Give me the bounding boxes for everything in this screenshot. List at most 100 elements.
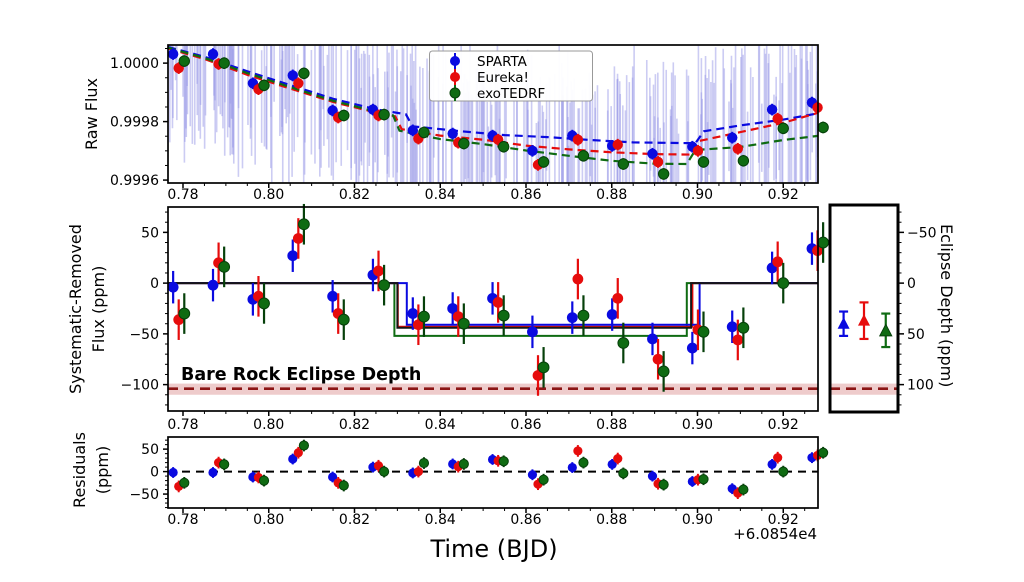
eureka!-point xyxy=(572,134,584,145)
axis-ticks: 0.78 0.80 0.82 0.84 0.86 0.88 0.90 0.92 0.78 0.80… xyxy=(110,48,937,528)
eureka!-point xyxy=(412,319,424,331)
exotedrf-point xyxy=(179,477,190,488)
sparta-point xyxy=(287,250,299,262)
exotedrf-point xyxy=(337,313,350,326)
sparta-point xyxy=(288,454,298,464)
legend: SPARTA Eureka! exoTEDRF xyxy=(429,50,593,102)
x-tick-label: 0.90 xyxy=(682,187,713,203)
sparta-point xyxy=(647,148,658,159)
middle-panel-border xyxy=(167,206,819,412)
y-tick-label: 50 xyxy=(141,442,159,458)
ylabel-sysrem-line1: Systematic-Removed xyxy=(66,224,85,394)
y-tick-label: 0 xyxy=(150,276,159,292)
eureka!-point xyxy=(573,446,583,456)
exotedrf-point xyxy=(178,307,191,320)
exotedrf-point xyxy=(658,479,669,490)
eureka!-point xyxy=(732,143,744,154)
exotedrf-point xyxy=(418,457,430,469)
y-tick-label: 50 xyxy=(141,225,159,241)
sparta-point xyxy=(607,459,617,470)
sparta-point xyxy=(647,471,658,481)
x-tick-label: 0.78 xyxy=(167,512,198,528)
exotedrf-point xyxy=(777,277,790,290)
exotedrf-point xyxy=(577,309,590,322)
exotedrf-point xyxy=(457,317,470,330)
exotedrf-point xyxy=(738,484,749,495)
y-tick-label: −50 xyxy=(129,487,159,503)
eureka!-point xyxy=(772,256,784,268)
exotedrf-point xyxy=(218,57,230,69)
xlabel-time-bjd: Time (BJD) xyxy=(429,535,557,563)
x-tick-label: 0.90 xyxy=(682,417,713,433)
y-tick-label: −50 xyxy=(129,327,159,343)
eureka!-point xyxy=(293,448,303,458)
eclipse-depth-panel xyxy=(828,203,900,414)
exotedrf-point xyxy=(737,321,750,334)
x-tick-label: 0.92 xyxy=(768,417,799,433)
sparta-point xyxy=(327,105,338,116)
exotedrf-point xyxy=(258,297,270,310)
eureka!-point xyxy=(773,453,783,463)
sparta-point xyxy=(447,303,459,314)
exotedrf-point xyxy=(697,156,710,168)
exotedrf-point xyxy=(617,337,630,349)
x-tick-label: 0.80 xyxy=(253,417,284,433)
exotedrf-point xyxy=(657,168,670,180)
exotedrf-point xyxy=(498,456,509,467)
x-tick-label: 0.88 xyxy=(596,512,627,528)
exotedrf-point xyxy=(298,67,310,80)
residuals-panel-border xyxy=(167,436,819,509)
eureka!-point xyxy=(692,145,704,157)
exotedrf-point xyxy=(298,440,310,451)
x-tick-label: 0.88 xyxy=(596,417,627,433)
sparta-point xyxy=(766,104,778,115)
eureka!-point xyxy=(532,370,544,381)
depth-panel-border xyxy=(828,203,900,414)
legend-marker-eureka xyxy=(450,72,460,82)
sparta-point xyxy=(167,281,179,293)
legend-markers xyxy=(449,53,461,101)
x-tick-label: 0.80 xyxy=(253,512,284,528)
exotedrf-point xyxy=(338,109,350,122)
exotedrf-point xyxy=(617,158,630,170)
x-tick-label: 0.82 xyxy=(339,512,370,528)
exotedrf-point xyxy=(578,457,589,468)
exotedrf-point xyxy=(178,55,190,67)
top-panel xyxy=(167,44,829,184)
eureka!-point xyxy=(293,78,304,89)
x-tick-label: 0.90 xyxy=(682,512,713,528)
exotedrf-point xyxy=(737,155,750,167)
sparta-point xyxy=(447,128,458,139)
eureka!-point xyxy=(572,273,584,285)
sparta-point xyxy=(207,279,219,291)
exotedrf-point xyxy=(458,137,470,150)
x-tick-label: 0.84 xyxy=(425,187,456,203)
exotedrf-point xyxy=(418,126,430,139)
exotedrf-point xyxy=(778,466,789,477)
eureka!-point xyxy=(652,156,664,168)
sparta-point xyxy=(207,48,219,60)
ylabel-residuals-line1: Residuals xyxy=(70,432,89,508)
eclipse-model-combined xyxy=(168,282,818,329)
sparta-point xyxy=(567,462,577,473)
y-tick-label: −100 xyxy=(121,378,159,394)
exotedrf-point xyxy=(378,279,390,292)
eureka!-point xyxy=(613,453,623,464)
eureka!-point xyxy=(732,334,744,346)
exotedrf-depth-marker xyxy=(878,323,893,337)
sparta-point xyxy=(727,132,738,143)
ylabel-sysrem-line2: Flux (ppm) xyxy=(89,266,108,353)
sparta-point xyxy=(407,308,419,319)
exotedrf-point xyxy=(657,365,670,378)
eureka!-point xyxy=(492,297,504,308)
exotedrf-point xyxy=(497,309,510,322)
bare-rock-annotation: Bare Rock Eclipse Depth xyxy=(181,365,421,385)
exotedrf-point xyxy=(577,150,590,162)
x-tick-label: 0.86 xyxy=(510,187,541,203)
y-tick-label: 0.9996 xyxy=(110,173,159,189)
middle-panel xyxy=(167,203,830,412)
y-tick-label: 1.0000 xyxy=(110,56,159,72)
exotedrf-point xyxy=(458,458,469,470)
